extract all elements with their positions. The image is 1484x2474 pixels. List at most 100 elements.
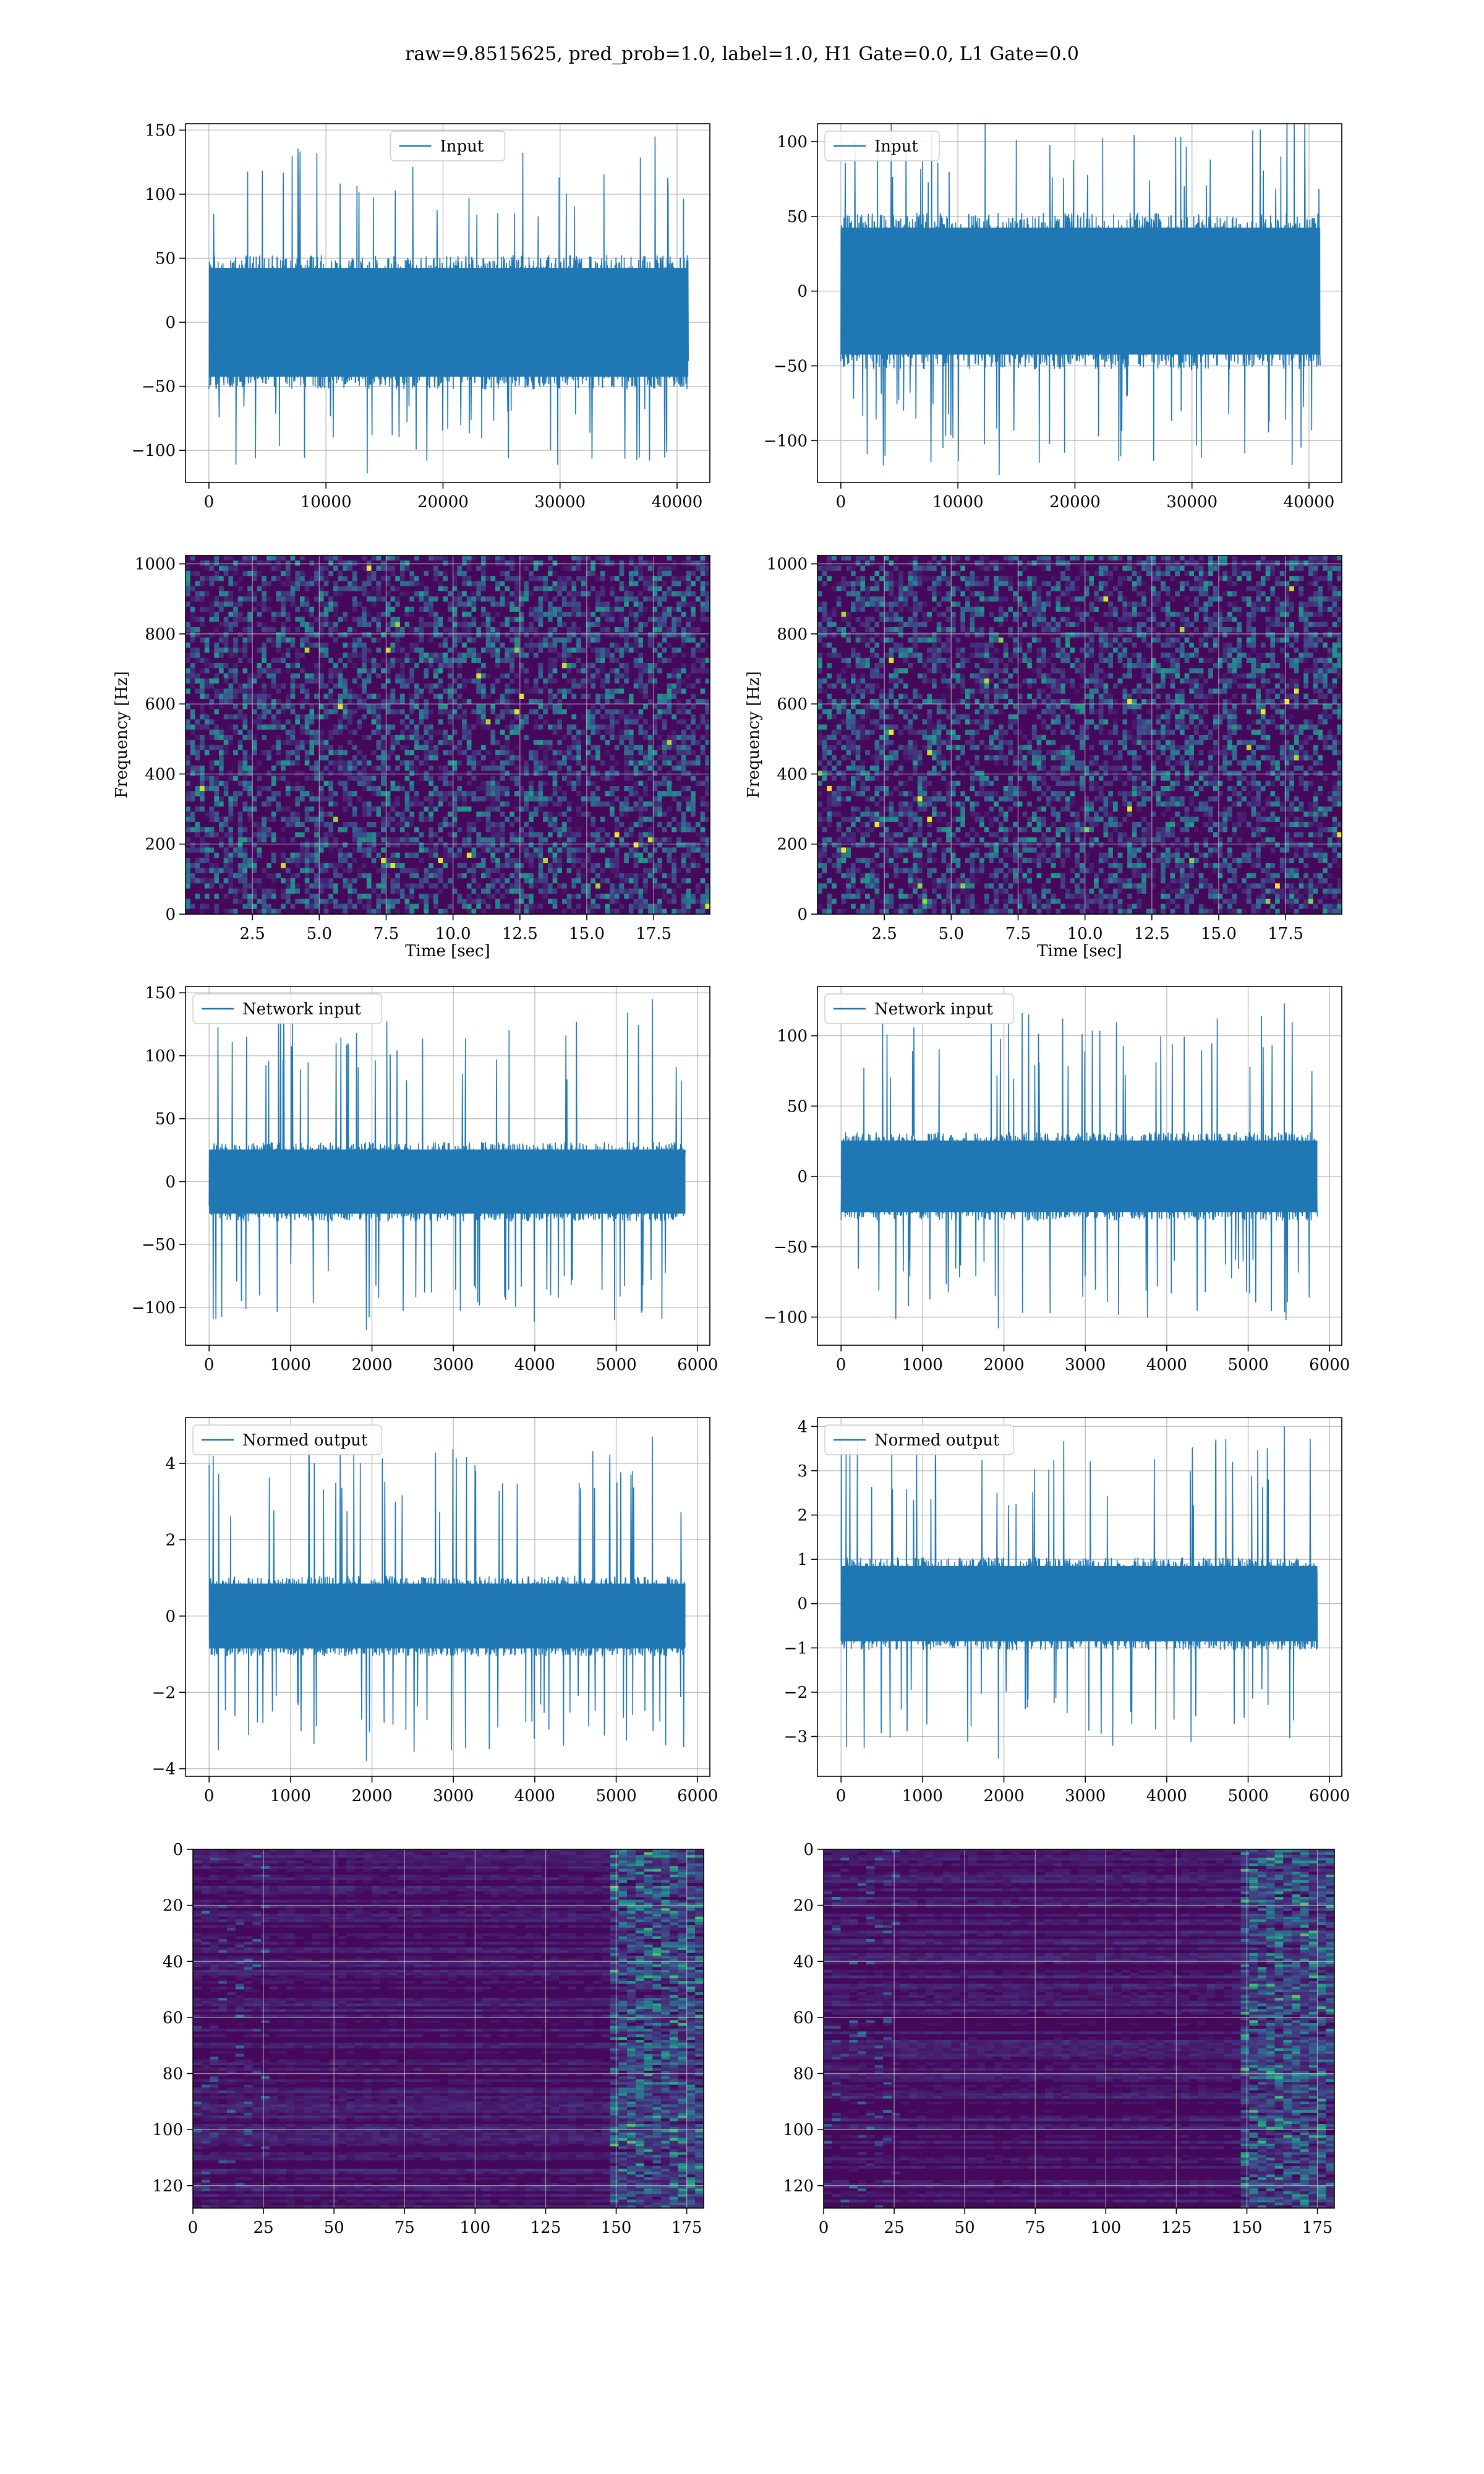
heatmap-cell bbox=[672, 688, 677, 694]
heatmap-cell bbox=[214, 776, 220, 781]
heatmap-cell bbox=[681, 755, 686, 761]
heatmap-cell bbox=[495, 714, 500, 720]
heatmap-cell bbox=[543, 745, 548, 750]
heatmap-cell bbox=[614, 699, 620, 704]
heatmap-cell bbox=[533, 617, 539, 622]
heatmap-cell bbox=[385, 627, 391, 633]
heatmap-cell bbox=[186, 878, 190, 884]
heatmap-cell bbox=[614, 821, 620, 828]
heatmap-cell bbox=[200, 827, 205, 833]
heatmap-cell bbox=[647, 760, 653, 766]
heatmap-cell bbox=[318, 601, 324, 607]
heatmap-cell bbox=[290, 581, 296, 586]
heatmap-cell bbox=[576, 642, 581, 648]
heatmap-cell bbox=[595, 827, 600, 833]
heatmap-cell bbox=[941, 627, 947, 633]
heatmap-cell bbox=[1213, 622, 1218, 627]
heatmap-cell bbox=[927, 586, 932, 591]
heatmap-cell bbox=[404, 683, 410, 689]
heatmap-cell bbox=[643, 899, 648, 904]
heatmap-cell bbox=[667, 888, 672, 894]
heatmap-cell bbox=[366, 560, 372, 566]
heatmap-cell bbox=[552, 570, 558, 576]
heatmap-cell bbox=[672, 668, 677, 674]
heatmap-cell bbox=[333, 816, 338, 822]
heatmap-cell bbox=[538, 837, 544, 842]
heatmap-cell bbox=[485, 724, 491, 730]
heatmap-cell bbox=[581, 729, 586, 735]
heatmap-cell bbox=[591, 683, 596, 689]
heatmap-cell bbox=[309, 796, 315, 802]
heatmap-cell bbox=[691, 811, 696, 817]
heatmap-cell bbox=[343, 576, 348, 581]
heatmap-cell bbox=[884, 581, 889, 586]
heatmap-cell bbox=[490, 785, 496, 792]
heatmap-cell bbox=[366, 581, 372, 586]
heatmap-cell bbox=[1070, 622, 1075, 627]
heatmap-cell bbox=[481, 612, 486, 617]
heatmap-cell bbox=[414, 699, 419, 704]
heatmap-cell bbox=[399, 632, 405, 638]
heatmap-cell bbox=[409, 868, 415, 873]
heatmap-cell bbox=[1318, 560, 1323, 566]
heatmap-cell bbox=[237, 765, 243, 771]
heatmap-cell bbox=[817, 576, 822, 581]
heatmap-cell bbox=[1189, 570, 1195, 576]
heatmap-cell bbox=[485, 796, 491, 802]
heatmap-cell bbox=[214, 816, 220, 822]
heatmap-cell bbox=[399, 821, 405, 828]
heatmap-cell bbox=[262, 586, 267, 591]
heatmap-cell bbox=[443, 765, 448, 771]
heatmap-cell bbox=[643, 683, 648, 689]
heatmap-cell bbox=[628, 745, 634, 750]
heatmap-cell bbox=[686, 904, 691, 909]
heatmap-cell bbox=[1318, 555, 1323, 561]
heatmap-cell bbox=[333, 899, 338, 904]
heatmap-cell bbox=[262, 693, 267, 699]
heatmap-cell bbox=[223, 847, 229, 853]
heatmap-cell bbox=[898, 596, 903, 602]
heatmap-cell bbox=[462, 555, 467, 561]
heatmap-cell bbox=[676, 632, 681, 638]
heatmap-cell bbox=[281, 904, 286, 909]
heatmap-cell bbox=[628, 852, 634, 858]
heatmap-cell bbox=[338, 704, 343, 709]
heatmap-cell bbox=[652, 581, 658, 586]
heatmap-cell bbox=[237, 688, 243, 694]
heatmap-cell bbox=[366, 837, 372, 842]
heatmap-cell bbox=[200, 857, 205, 863]
heatmap-cell bbox=[385, 857, 391, 863]
heatmap-cell bbox=[290, 735, 296, 740]
heatmap-cell bbox=[304, 688, 310, 694]
heatmap-cell bbox=[267, 704, 271, 709]
heatmap-cell bbox=[624, 832, 629, 837]
heatmap-cell bbox=[257, 673, 262, 678]
heatmap-cell bbox=[476, 704, 482, 709]
heatmap-cell bbox=[352, 888, 357, 894]
heatmap-cell bbox=[1084, 612, 1090, 617]
heatmap-cell bbox=[1175, 565, 1180, 571]
heatmap-cell bbox=[1084, 555, 1090, 561]
heatmap-cell bbox=[433, 565, 438, 571]
heatmap-cell bbox=[1065, 601, 1070, 607]
heatmap-cell bbox=[605, 776, 610, 781]
heatmap-cell bbox=[1046, 591, 1051, 597]
heatmap-cell bbox=[481, 719, 486, 725]
heatmap-cell bbox=[970, 591, 975, 597]
heatmap-cell bbox=[214, 832, 220, 837]
heatmap-cell bbox=[233, 622, 238, 627]
heatmap-cell bbox=[605, 863, 610, 868]
heatmap-cell bbox=[586, 591, 591, 597]
heatmap-cell bbox=[395, 673, 400, 678]
heatmap-cell bbox=[1217, 596, 1223, 602]
heatmap-cell bbox=[984, 565, 989, 571]
heatmap-cell bbox=[643, 847, 648, 853]
heatmap-cell bbox=[318, 632, 324, 638]
heatmap-cell bbox=[960, 565, 966, 571]
heatmap-cell bbox=[510, 688, 514, 694]
heatmap-cell bbox=[485, 785, 491, 792]
heatmap-cell bbox=[1265, 601, 1271, 607]
heatmap-cell bbox=[691, 617, 696, 622]
heatmap-cell bbox=[643, 765, 648, 771]
heatmap-cell bbox=[827, 622, 832, 627]
